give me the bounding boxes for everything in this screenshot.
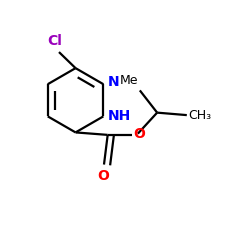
Text: Cl: Cl <box>47 34 62 48</box>
Text: N: N <box>107 75 119 89</box>
Text: CH₃: CH₃ <box>188 108 211 122</box>
Text: Me: Me <box>120 74 139 88</box>
Text: O: O <box>97 170 109 183</box>
Text: NH: NH <box>107 109 130 123</box>
Text: O: O <box>134 128 145 141</box>
